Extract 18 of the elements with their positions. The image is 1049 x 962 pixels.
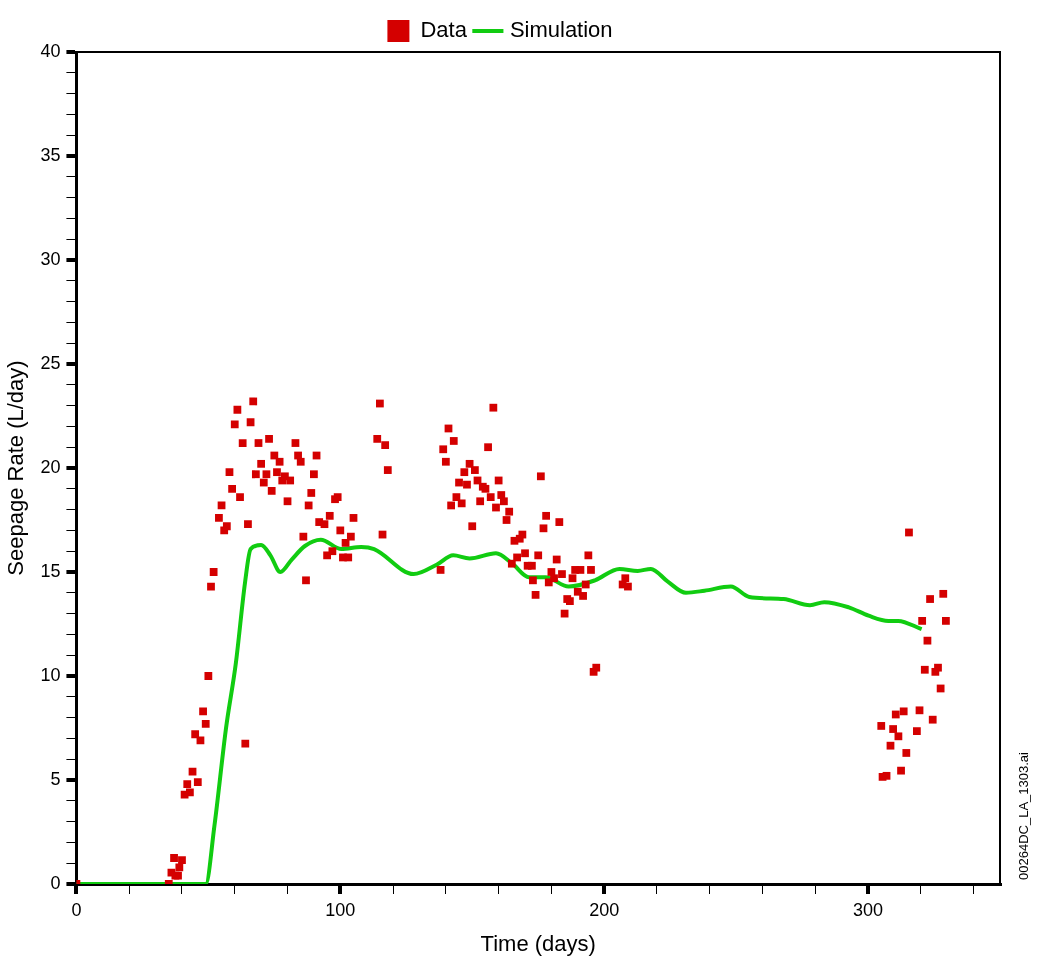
y-axis-title: Seepage Rate (L/day): [3, 360, 29, 576]
x-tick-label: 0: [71, 899, 82, 920]
y-tick-label: 15: [40, 560, 61, 581]
y-tick-label: 40: [40, 40, 61, 61]
y-tick-label: 0: [50, 872, 61, 893]
x-axis-title: Time (days): [480, 930, 596, 956]
legend-label: Data: [420, 17, 468, 43]
x-tick-label: 100: [325, 899, 356, 920]
y-tick-label: 35: [40, 144, 61, 165]
y-tick-label: 5: [50, 768, 61, 789]
y-tick-label: 30: [40, 248, 61, 269]
x-tick-label: 300: [853, 899, 884, 920]
legend-label: Simulation: [509, 17, 613, 43]
x-tick-label: 200: [589, 899, 620, 920]
y-tick-label: 20: [40, 456, 61, 477]
text: 00264DC_LA_1303.ai: [1016, 752, 1031, 880]
y-tick-label: 10: [40, 664, 61, 685]
y-tick-label: 25: [40, 352, 61, 373]
